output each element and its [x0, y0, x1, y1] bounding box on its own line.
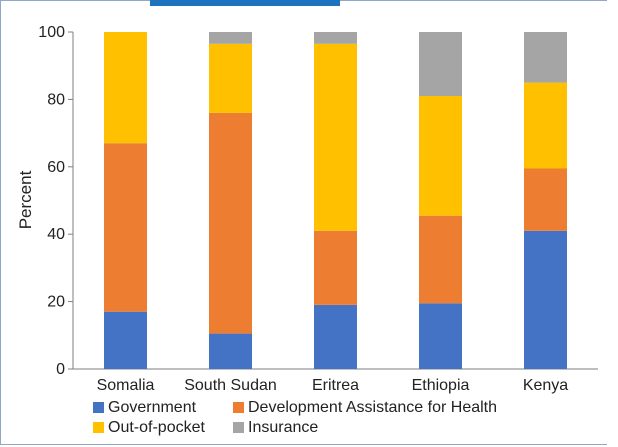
x-tick-label: Somalia: [97, 377, 155, 394]
y-tick-label: 20: [47, 294, 65, 311]
legend-swatch: [93, 402, 104, 413]
y-tick-label: 60: [47, 159, 65, 176]
bar-segment: [524, 82, 567, 169]
bars: [104, 32, 567, 369]
legend-label: Government: [108, 399, 197, 416]
bar-segment: [524, 230, 567, 369]
bar-segment: [314, 230, 357, 305]
bar-segment: [104, 32, 147, 144]
y-axis-label: Percent: [16, 170, 35, 229]
x-tick-label: Ethiopia: [412, 377, 470, 394]
bar-segment: [209, 32, 252, 44]
y-tick-label: 0: [56, 361, 65, 378]
y-tick-label: 100: [38, 24, 65, 41]
legend-label: Insurance: [248, 419, 318, 436]
legend-swatch: [233, 402, 244, 413]
legend-label: Development Assistance for Health: [248, 399, 497, 416]
bar-segment: [419, 32, 462, 96]
bar-segment: [524, 168, 567, 231]
bar-segment: [314, 305, 357, 369]
bar-segment: [314, 43, 357, 231]
tick-labels: 0 20 40 60 80 100 Somalia South Sudan Eritrea Eth…: [38, 24, 568, 394]
x-tick-label: Kenya: [523, 377, 568, 394]
x-tick-label: South Sudan: [184, 377, 277, 394]
x-tick-label: Eritrea: [312, 377, 359, 394]
legend-swatch: [233, 422, 244, 433]
legend-swatch: [93, 422, 104, 433]
bar-segment: [104, 311, 147, 369]
bar-segment: [104, 143, 147, 312]
bar-segment: [419, 96, 462, 216]
bar-segment: [314, 32, 357, 44]
bar-segment: [419, 303, 462, 369]
legend: Government Development Assistance for Hea…: [93, 399, 497, 436]
bar-segment: [524, 32, 567, 83]
y-tick-label: 40: [47, 226, 65, 243]
bar-segment: [209, 43, 252, 113]
bar-segment: [209, 333, 252, 369]
title-fragment: [150, 0, 340, 6]
y-tick-label: 80: [47, 91, 65, 108]
bar-segment: [209, 112, 252, 334]
bar-segment: [419, 215, 462, 304]
legend-label: Out-of-pocket: [108, 419, 205, 436]
